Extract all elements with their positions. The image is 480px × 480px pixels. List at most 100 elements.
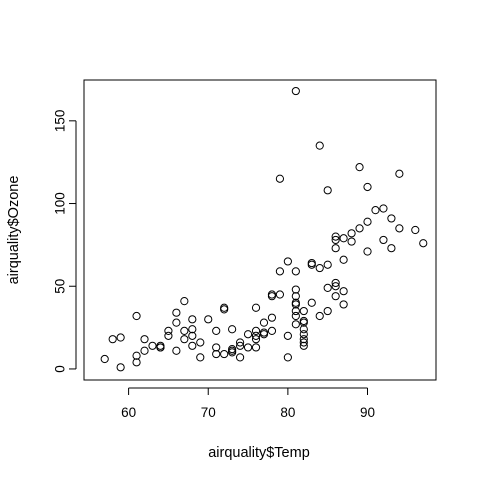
data-point	[108, 335, 117, 344]
data-point	[371, 206, 380, 215]
data-point	[315, 311, 324, 321]
data-point	[411, 225, 420, 235]
data-point	[355, 163, 364, 172]
data-point	[228, 348, 237, 357]
data-point	[116, 363, 125, 372]
y-tick-label: 150	[53, 110, 68, 133]
data-point	[267, 290, 277, 299]
data-point	[140, 346, 149, 355]
data-point	[243, 330, 253, 339]
data-point	[395, 224, 404, 233]
data-point	[299, 316, 308, 326]
data-point	[291, 320, 300, 329]
data-point	[307, 260, 316, 269]
data-point	[419, 239, 428, 248]
data-point	[156, 341, 165, 350]
data-point	[331, 278, 340, 288]
data-point	[299, 335, 308, 344]
data-point	[307, 298, 316, 307]
data-point	[291, 300, 300, 309]
data-point	[196, 353, 205, 362]
data-point	[251, 326, 261, 336]
data-point	[331, 244, 340, 253]
data-point	[251, 343, 261, 352]
data-point	[259, 318, 269, 327]
data-point	[164, 326, 173, 336]
data-point	[212, 343, 221, 352]
data-point	[291, 86, 300, 96]
data-point	[235, 338, 245, 347]
data-point	[235, 341, 245, 350]
data-point	[172, 318, 181, 327]
data-point	[251, 335, 261, 344]
data-point	[291, 267, 300, 276]
data-point	[299, 338, 308, 347]
data-point	[251, 303, 261, 312]
data-point	[196, 338, 205, 347]
data-point	[156, 343, 165, 352]
data-point	[212, 349, 221, 359]
y-axis: 0 50 100 150	[53, 110, 77, 373]
data-point	[347, 229, 356, 238]
data-point	[323, 186, 332, 195]
data-point	[363, 217, 372, 226]
data-point	[188, 331, 197, 340]
data-point	[363, 247, 372, 256]
data-point	[132, 311, 141, 321]
data-point	[204, 315, 213, 324]
data-point	[355, 224, 364, 233]
data-point	[379, 204, 388, 213]
data-point	[275, 174, 285, 183]
data-point	[180, 326, 189, 336]
data-point	[339, 255, 348, 264]
data-point	[379, 235, 388, 245]
data-point	[331, 232, 340, 241]
data-points	[100, 86, 428, 372]
data-point	[299, 341, 308, 350]
data-point	[180, 297, 189, 306]
data-point	[212, 326, 221, 336]
data-point	[299, 330, 308, 339]
data-point	[148, 341, 157, 350]
data-point	[347, 237, 356, 246]
x-tick-label: 60	[121, 405, 136, 420]
data-point	[363, 182, 372, 192]
data-point	[235, 353, 245, 362]
data-point	[132, 351, 141, 360]
data-point	[331, 235, 340, 245]
data-point	[243, 343, 253, 352]
data-point	[283, 331, 292, 340]
data-point	[180, 335, 189, 344]
data-point	[395, 169, 404, 178]
data-point	[164, 331, 173, 340]
x-tick-label: 70	[201, 405, 216, 420]
plot-frame	[83, 79, 437, 381]
data-point	[323, 283, 332, 292]
data-point	[116, 333, 125, 342]
data-point	[220, 305, 229, 314]
data-point	[323, 260, 332, 269]
y-tick-label: 100	[53, 192, 68, 215]
y-tick-label: 0	[53, 365, 68, 373]
data-point	[172, 346, 181, 355]
x-tick-label: 90	[360, 405, 375, 420]
data-point	[339, 300, 348, 309]
data-point	[259, 330, 269, 339]
data-point	[283, 353, 292, 362]
data-point	[291, 306, 300, 316]
data-point	[339, 234, 348, 243]
data-point	[228, 346, 237, 355]
data-point	[315, 141, 324, 150]
data-point	[220, 303, 229, 312]
data-point	[267, 292, 277, 301]
data-point	[299, 325, 308, 334]
data-point	[100, 354, 109, 364]
data-point	[228, 325, 237, 334]
data-point	[188, 325, 197, 334]
data-point	[267, 326, 277, 336]
data-point	[188, 315, 197, 324]
data-point	[339, 287, 348, 296]
data-point	[291, 311, 300, 321]
